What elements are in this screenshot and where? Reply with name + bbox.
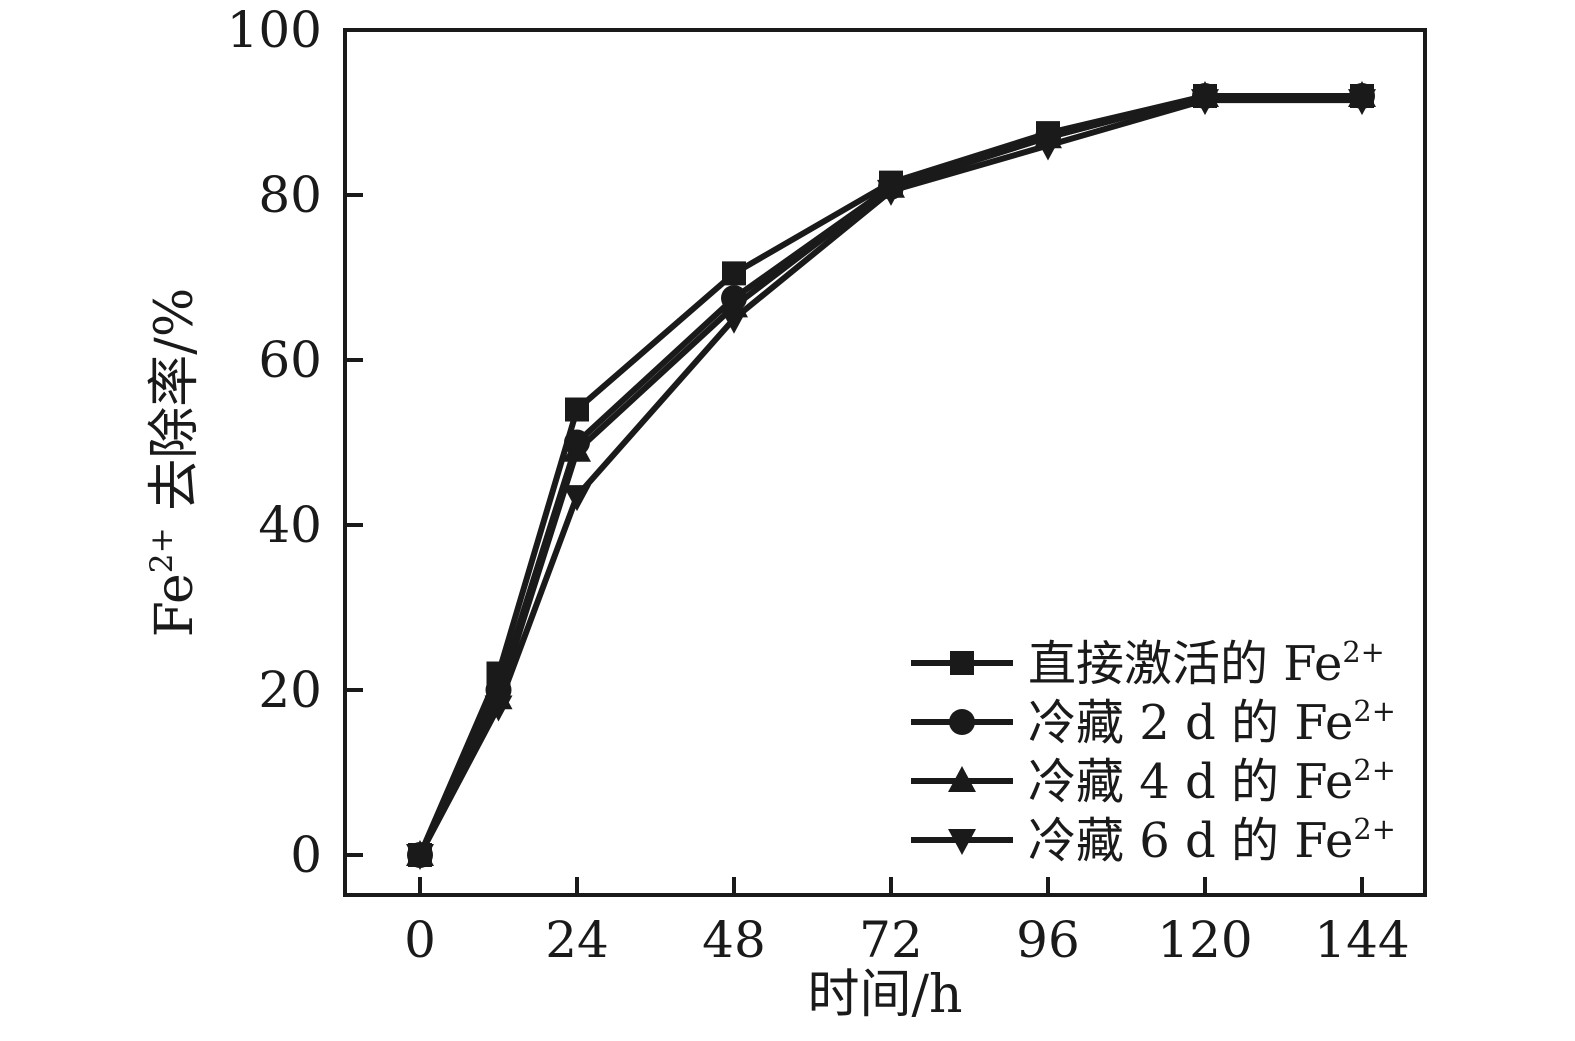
data-point-square (565, 397, 589, 422)
x-axis-tick-label: 120 (1157, 911, 1252, 969)
data-point-square (721, 261, 746, 286)
x-axis-tick-label: 144 (1314, 911, 1409, 969)
data-point-triangle-down (1033, 134, 1062, 161)
y-axis-tick-label: 60 (258, 331, 322, 389)
y-axis-tick-label: 100 (227, 1, 322, 59)
y-axis-tick-label: 80 (258, 166, 322, 224)
legend-marker-triangle-up (948, 766, 976, 792)
legend-item-label: 直接激活的 Fe2+ (1028, 635, 1385, 692)
series-line-3 (417, 97, 1362, 857)
x-axis-title: 时间/h (807, 965, 962, 1025)
legend-item-label: 冷藏 4 d 的 Fe2+ (1028, 753, 1396, 810)
y-axis-title: Fe2+ 去除率/% (144, 288, 205, 637)
data-point-triangle-down (406, 844, 434, 870)
data-point-triangle-down (876, 179, 905, 206)
data-point-triangle-down (1347, 89, 1376, 116)
y-axis-tick-label: 40 (258, 496, 322, 554)
x-axis-tick-label: 72 (859, 911, 923, 969)
plot-frame (343, 28, 1427, 897)
x-axis-tick-label: 48 (702, 911, 766, 969)
x-axis-tick-label: 0 (404, 911, 436, 969)
legend-marker-square (950, 651, 974, 675)
data-point-triangle-down (719, 307, 748, 334)
x-axis-tick-label: 96 (1016, 911, 1080, 969)
data-point-triangle-down (563, 485, 591, 512)
legend-marker-triangle-down (948, 829, 976, 855)
legend-item-label: 冷藏 6 d 的 Fe2+ (1028, 812, 1396, 869)
legend-item-label: 冷藏 2 d 的 Fe2+ (1028, 694, 1396, 751)
series-line-2 (417, 93, 1362, 857)
legend-marker-circle (949, 709, 975, 735)
data-point-triangle-down (484, 695, 513, 722)
data-point-triangle-down (1190, 89, 1219, 116)
data-point-triangle-up (563, 435, 591, 462)
x-axis-tick-label: 24 (545, 911, 609, 969)
y-axis-tick-label: 0 (290, 826, 322, 884)
y-axis-tick-label: 20 (258, 661, 322, 719)
